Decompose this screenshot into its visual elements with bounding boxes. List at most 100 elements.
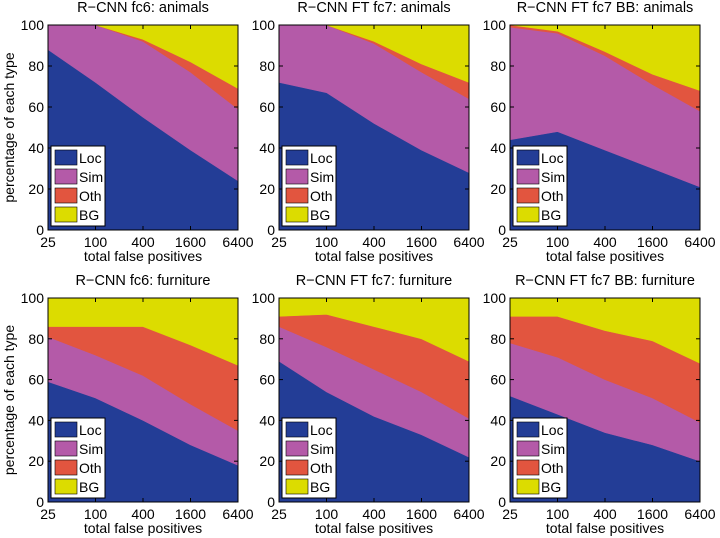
- x-tick-label: 25: [271, 506, 287, 522]
- y-axis-label: percentage of each type: [1, 325, 17, 475]
- y-tick-label: 40: [490, 412, 506, 428]
- y-tick-label: 60: [28, 99, 44, 115]
- legend-swatch-oth: [54, 459, 78, 476]
- x-tick-label: 400: [593, 234, 617, 250]
- legend-swatch-bg: [54, 478, 78, 495]
- chart-panel-2: 0 20 40 60 80 100 25 100 400 1600 6400 R−CNN FT fc7…: [252, 0, 485, 264]
- x-tick-label: 400: [362, 234, 386, 250]
- legend-swatch-loc: [516, 149, 540, 166]
- legend-label-bg: BG: [79, 207, 99, 223]
- y-tick-label: 100: [483, 17, 507, 33]
- legend-swatch-bg: [285, 206, 309, 223]
- legend-label-sim: Sim: [79, 441, 103, 457]
- chart-panel-4: 0 20 40 60 80 100 25 100 400 1600 6400 R−CNN fc6: f…: [1, 273, 254, 536]
- legend-swatch-sim: [516, 440, 540, 457]
- legend-swatch-sim: [516, 168, 540, 185]
- legend-label-loc: Loc: [79, 150, 102, 166]
- x-tick-label: 25: [502, 506, 518, 522]
- y-tick-label: 0: [498, 494, 506, 510]
- legend-swatch-bg: [516, 478, 540, 495]
- y-tick-label: 20: [490, 181, 506, 197]
- legend-label-loc: Loc: [541, 150, 564, 166]
- y-tick-label: 40: [28, 140, 44, 156]
- legend-label-bg: BG: [541, 479, 561, 495]
- chart-title: R−CNN FT fc7: furniture: [296, 273, 452, 289]
- legend: Loc Sim Oth BG: [281, 417, 337, 499]
- legend-label-bg: BG: [79, 479, 99, 495]
- chart-panel-1: 0 20 40 60 80 100 25 100 400 1600 6400 R−CNN fc6: a…: [1, 0, 254, 264]
- x-tick-label: 400: [593, 506, 617, 522]
- y-tick-label: 0: [36, 222, 44, 238]
- y-tick-label: 80: [259, 331, 275, 347]
- y-tick-label: 0: [36, 494, 44, 510]
- y-tick-label: 100: [252, 290, 276, 306]
- chart-title: R−CNN fc6: animals: [77, 0, 209, 16]
- legend-swatch-bg: [54, 206, 78, 223]
- y-axis-label: percentage of each type: [1, 52, 17, 202]
- legend: Loc Sim Oth BG: [50, 417, 106, 499]
- legend-swatch-loc: [54, 421, 78, 438]
- y-tick-label: 100: [21, 17, 45, 33]
- legend-label-oth: Oth: [541, 460, 564, 476]
- legend-label-loc: Loc: [310, 150, 333, 166]
- x-axis-label: total false positives: [315, 520, 433, 536]
- x-tick-label: 100: [546, 506, 570, 522]
- legend-label-oth: Oth: [310, 188, 333, 204]
- chart-title: R−CNN FT fc7 BB: furniture: [515, 273, 695, 289]
- y-tick-label: 80: [28, 58, 44, 74]
- y-tick-label: 60: [490, 99, 506, 115]
- y-tick-label: 0: [267, 222, 275, 238]
- chart-panel-3: 0 20 40 60 80 100 25 100 400 1600 6400 R−CNN FT fc7…: [483, 0, 716, 264]
- legend-label-sim: Sim: [310, 169, 334, 185]
- legend-swatch-oth: [54, 187, 78, 204]
- x-tick-label: 6400: [222, 506, 253, 522]
- x-tick-label: 400: [362, 506, 386, 522]
- y-tick-label: 100: [21, 290, 45, 306]
- legend-label-bg: BG: [310, 479, 330, 495]
- y-tick-label: 40: [28, 412, 44, 428]
- y-tick-label: 20: [259, 453, 275, 469]
- legend-label-bg: BG: [310, 207, 330, 223]
- y-tick-label: 60: [28, 372, 44, 388]
- x-tick-label: 100: [315, 234, 339, 250]
- x-tick-label: 100: [84, 506, 108, 522]
- chart-title: R−CNN FT fc7 BB: animals: [517, 0, 694, 16]
- x-axis-label: total false positives: [84, 520, 202, 536]
- x-tick-label: 1600: [637, 234, 668, 250]
- x-tick-label: 6400: [222, 234, 253, 250]
- legend-swatch-sim: [54, 440, 78, 457]
- y-tick-label: 60: [490, 372, 506, 388]
- y-tick-label: 80: [490, 58, 506, 74]
- chart-panel-6: 0 20 40 60 80 100 25 100 400 1600 6400 R−CNN FT fc7…: [483, 273, 716, 536]
- x-tick-label: 100: [315, 506, 339, 522]
- legend-label-loc: Loc: [541, 422, 564, 438]
- x-tick-label: 1600: [406, 506, 437, 522]
- x-tick-label: 400: [131, 506, 155, 522]
- legend-label-loc: Loc: [79, 422, 102, 438]
- chart-panel-5: 0 20 40 60 80 100 25 100 400 1600 6400 R−CNN FT fc7…: [252, 273, 485, 536]
- chart-title: R−CNN FT fc7: animals: [297, 0, 450, 16]
- x-axis-label: total false positives: [546, 248, 664, 264]
- x-tick-label: 100: [84, 234, 108, 250]
- legend-label-sim: Sim: [310, 441, 334, 457]
- legend: Loc Sim Oth BG: [512, 417, 568, 499]
- y-tick-label: 20: [490, 453, 506, 469]
- y-tick-label: 80: [28, 331, 44, 347]
- x-tick-label: 25: [40, 234, 56, 250]
- y-tick-label: 20: [28, 453, 44, 469]
- x-tick-label: 6400: [453, 506, 484, 522]
- x-tick-label: 6400: [453, 234, 484, 250]
- legend-swatch-oth: [516, 187, 540, 204]
- x-axis-label: total false positives: [315, 248, 433, 264]
- x-tick-label: 25: [40, 506, 56, 522]
- y-tick-label: 40: [259, 412, 275, 428]
- y-tick-label: 80: [259, 58, 275, 74]
- x-axis-label: total false positives: [84, 248, 202, 264]
- legend: Loc Sim Oth BG: [50, 145, 106, 227]
- legend-label-sim: Sim: [541, 169, 565, 185]
- legend-swatch-oth: [285, 459, 309, 476]
- legend-label-sim: Sim: [79, 169, 103, 185]
- legend-label-sim: Sim: [541, 441, 565, 457]
- legend: Loc Sim Oth BG: [512, 145, 568, 227]
- legend-swatch-oth: [285, 187, 309, 204]
